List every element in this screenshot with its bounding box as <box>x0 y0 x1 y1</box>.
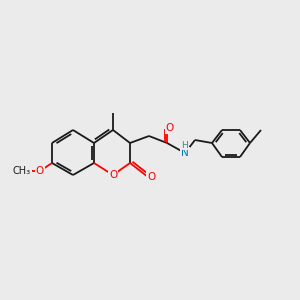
Text: N: N <box>181 148 189 158</box>
Text: O: O <box>147 172 155 182</box>
Text: O: O <box>166 123 174 133</box>
Text: O: O <box>109 170 117 180</box>
Text: H: H <box>182 140 188 149</box>
Text: O: O <box>36 166 44 176</box>
Text: CH₃: CH₃ <box>13 166 31 176</box>
